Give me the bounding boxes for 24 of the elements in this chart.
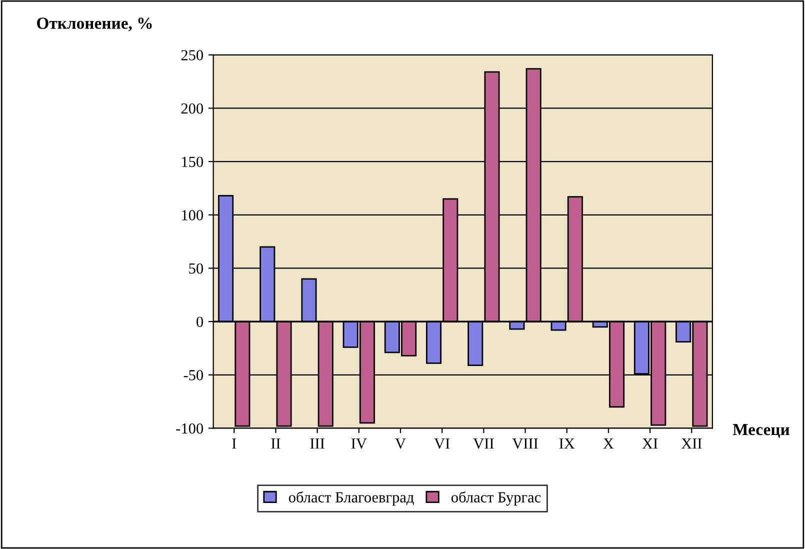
x-tick-label: XII: [681, 438, 702, 449]
x-tick-label: I: [232, 438, 236, 449]
x-tick-label: VIII: [512, 438, 538, 449]
y-tick-label: 100: [182, 210, 204, 220]
legend-label: област Бургас: [451, 491, 541, 506]
x-tick-label: V: [395, 438, 406, 449]
x-tick-label: VII: [473, 438, 494, 449]
y-tick-label: 0: [196, 316, 204, 328]
x-axis-title: Месеци: [732, 424, 790, 438]
y-tick-label: -100: [176, 423, 204, 434]
legend-label: област Благоевград: [288, 491, 414, 506]
x-tick-label: X: [603, 438, 614, 449]
y-tick-label: -50: [184, 370, 204, 380]
y-tick-label: 150: [182, 156, 204, 168]
x-tick-label: IV: [351, 438, 367, 449]
y-axis-title: Отклонение, %: [37, 18, 152, 32]
x-tick-label: IX: [559, 438, 575, 449]
y-tick-label: 200: [181, 103, 204, 114]
y-tick-label: 250: [181, 50, 204, 60]
x-tick-label: II: [271, 438, 280, 449]
x-tick-label: XI: [642, 438, 658, 449]
y-tick-label: 50: [189, 263, 204, 274]
x-tick-label: III: [310, 438, 324, 449]
x-tick-label: VI: [434, 438, 450, 449]
